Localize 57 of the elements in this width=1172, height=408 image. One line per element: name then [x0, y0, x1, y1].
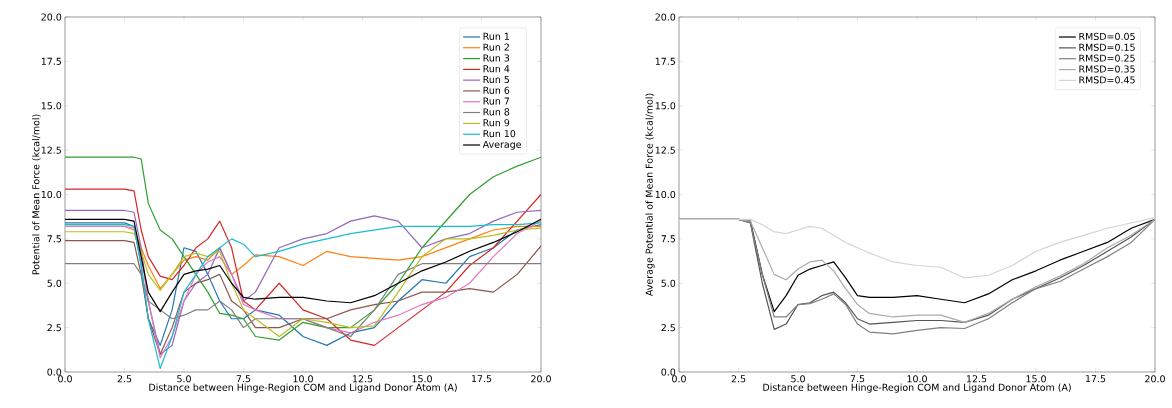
y-tick-label: 15.0 — [655, 102, 676, 110]
legend-label: Run 2 — [483, 43, 509, 51]
legend-label: Run 5 — [483, 76, 510, 84]
x-tick-label: 10.0 — [907, 375, 927, 383]
y-tick-label: 20.0 — [41, 13, 62, 21]
x-tick-label: 5.0 — [177, 375, 191, 383]
y-tick-label: 7.5 — [661, 235, 675, 243]
y-tick-label: 0.0 — [47, 368, 62, 376]
legend-label: RMSD=0.15 — [1079, 43, 1135, 51]
y-tick-label: 10.0 — [41, 190, 62, 199]
y-tick-label: 2.5 — [47, 324, 61, 332]
y-tick-label: 5.0 — [661, 279, 676, 287]
y-tick-label: 10.0 — [655, 190, 676, 199]
y-tick-label: 5.0 — [47, 279, 62, 287]
x-tick-label: 0.0 — [672, 375, 686, 383]
x-tick-label: 2.5 — [731, 375, 746, 383]
x-tick-label: 2.5 — [117, 375, 132, 383]
legend-label: RMSD=0.25 — [1079, 54, 1135, 62]
x-tick-label: 15.0 — [412, 375, 432, 383]
legend-label: Run 3 — [483, 54, 510, 62]
y-tick-label: 7.5 — [47, 235, 61, 243]
y-axis-title: Average Potential of Mean Force (kcal/mol) — [645, 93, 655, 297]
legend-label: Run 8 — [483, 108, 510, 116]
y-tick-label: 15.0 — [41, 102, 62, 110]
legend-label: Run 1 — [483, 32, 509, 40]
y-tick-label: 20.0 — [655, 13, 676, 21]
legend-label: Run 6 — [483, 86, 510, 94]
x-axis-title: Distance between Hinge-Region COM and Ligand Donor Atom (A) — [149, 383, 457, 393]
legend-label: Run 4 — [483, 65, 510, 73]
x-tick-label: 15.0 — [1026, 375, 1046, 383]
x-tick-label: 5.0 — [791, 375, 805, 383]
x-tick-label: 0.0 — [58, 375, 72, 383]
legend-label: RMSD=0.05 — [1079, 32, 1135, 40]
x-tick-label: 20.0 — [1145, 375, 1165, 383]
x-tick-label: 17.5 — [472, 375, 492, 383]
y-tick-label: 12.5 — [41, 146, 61, 154]
x-tick-label: 12.5 — [967, 375, 987, 383]
x-axis-title: Distance between Hinge-Region COM and Ligand Donor Atom (A) — [763, 383, 1071, 393]
x-tick-label: 7.5 — [850, 375, 865, 383]
x-tick-label: 12.5 — [353, 375, 373, 383]
legend-label: Run 10 — [483, 130, 516, 138]
y-tick-label: 17.5 — [41, 57, 61, 65]
line-series — [65, 240, 541, 355]
legend-label: Run 9 — [483, 119, 510, 127]
y-tick-label: 12.5 — [655, 146, 675, 154]
legend-label: Run 7 — [483, 97, 510, 105]
legend-label: Average — [482, 140, 522, 150]
x-tick-label: 7.5 — [236, 375, 251, 383]
y-tick-label: 0.0 — [661, 368, 676, 376]
legend-label: RMSD=0.45 — [1079, 76, 1135, 84]
y-axis-title: Potential of Mean Force (kcal/mol) — [32, 114, 41, 275]
x-tick-label: 20.0 — [531, 375, 551, 383]
y-tick-label: 2.5 — [661, 324, 675, 332]
legend-label: RMSD=0.35 — [1079, 65, 1135, 73]
x-tick-label: 17.5 — [1086, 375, 1106, 383]
x-tick-label: 10.0 — [293, 375, 313, 383]
y-tick-label: 17.5 — [655, 57, 675, 65]
